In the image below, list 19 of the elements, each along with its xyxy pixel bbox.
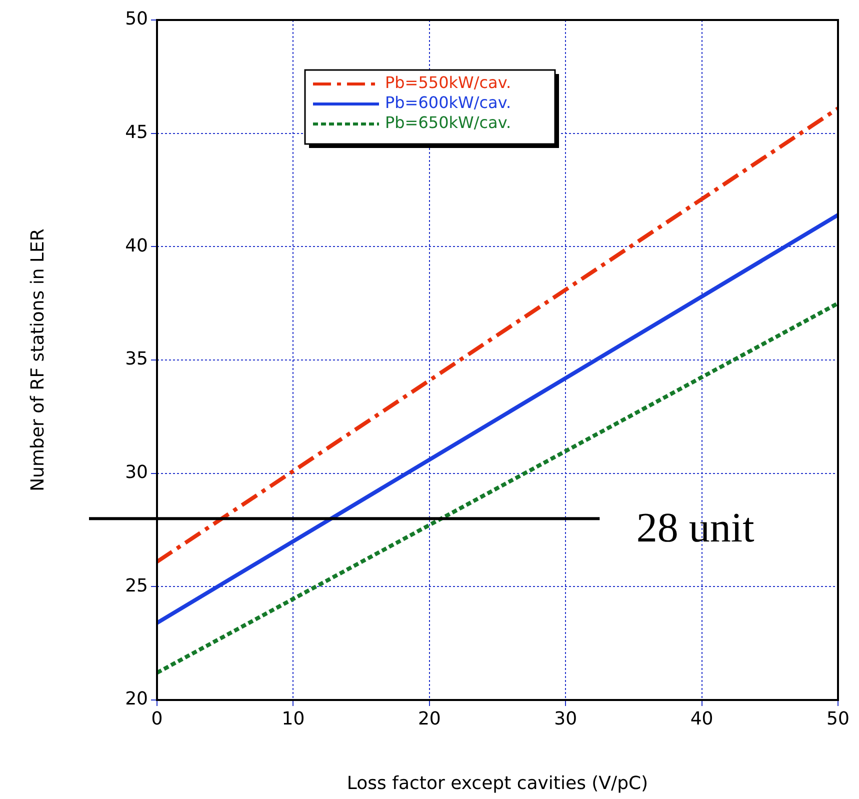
legend-label: Pb=550kW/cav. <box>385 73 512 92</box>
y-tick-label: 25 <box>125 575 148 596</box>
x-tick-label: 10 <box>282 708 305 730</box>
y-axis-title: Number of RF stations in LER <box>27 228 48 492</box>
x-tick-label: 0 <box>151 708 163 730</box>
y-tick-label: 30 <box>125 462 148 484</box>
y-tick-label: 35 <box>125 348 148 370</box>
y-tick-label: 20 <box>125 688 148 710</box>
legend-label: Pb=650kW/cav. <box>385 113 512 132</box>
ref-line-label: 28 unit <box>636 506 755 552</box>
x-tick-label: 40 <box>690 708 714 730</box>
x-tick-label: 50 <box>826 708 850 730</box>
y-tick-label: 50 <box>125 8 148 30</box>
x-tick-label: 30 <box>554 708 578 730</box>
legend-label: Pb=600kW/cav. <box>385 93 512 112</box>
y-tick-label: 40 <box>125 235 148 256</box>
y-tick-label: 45 <box>125 122 148 144</box>
x-tick-label: 20 <box>418 708 441 730</box>
x-axis-title: Loss factor except cavities (V/pC) <box>346 772 648 794</box>
